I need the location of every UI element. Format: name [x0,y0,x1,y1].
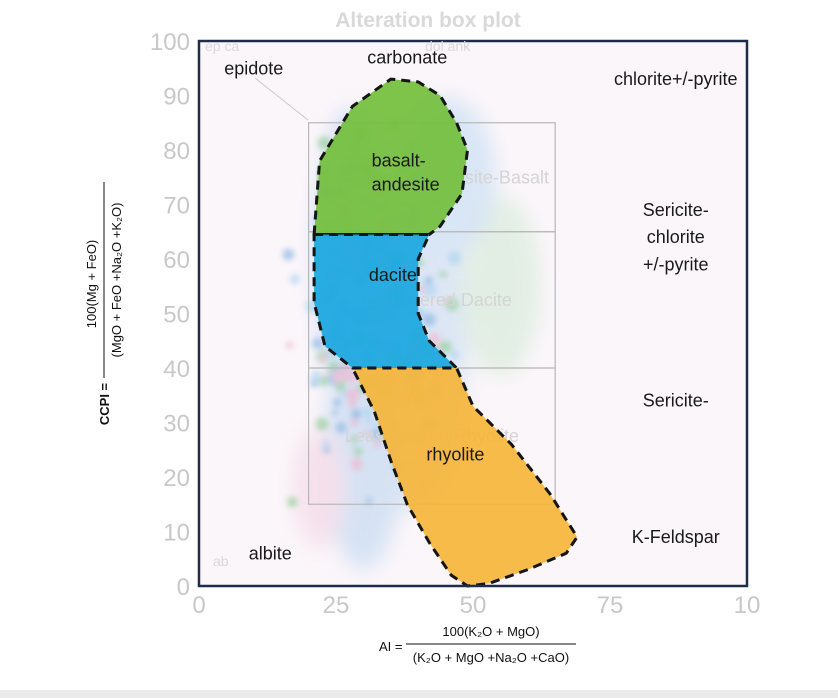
point-cloud-dot [439,270,447,278]
point-cloud-dot [323,446,331,454]
region-label-basalt-andesite: andesite [372,174,440,194]
point-cloud-dot [363,429,370,437]
corner-label-top-left: ep ca [205,38,239,54]
x-tick-label: 25 [323,592,350,619]
point-cloud-dot [445,298,459,311]
chart-title: Alteration box plot [335,9,521,32]
point-cloud-dot [350,458,363,471]
point-cloud-dot [350,417,359,427]
region-label-dacite: dacite [369,265,417,285]
y-tick-label: 40 [163,356,190,383]
y-tick-label: 60 [163,247,190,274]
point-cloud-dot [450,350,460,360]
y-tick-label: 50 [163,302,190,329]
region-dacite [312,233,459,370]
point-cloud-blob [294,427,345,548]
point-cloud-dot [422,313,436,327]
y-tick-label: 80 [163,138,190,165]
point-cloud-dot [312,337,324,349]
epidote-leader-line [254,77,309,121]
x-axis-denominator: (K₂O + MgO +Na₂O +CaO) [413,650,569,665]
point-cloud-dot [319,354,328,363]
y-tick-label: 100 [150,29,190,56]
point-cloud-dot [282,248,295,261]
point-cloud-blob [460,196,541,377]
field-label: chlorite [647,227,705,247]
point-cloud-dot [289,274,301,285]
point-cloud-dot [319,376,330,387]
region-basalt-andesite [312,77,469,236]
point-cloud-dot [350,435,359,444]
point-cloud-dot [365,416,373,425]
region-label-rhyolite: rhyolite [426,445,484,465]
y-tick-label: 30 [163,411,190,438]
field-labels: epidotecarbonatechlorite+/-pyriteSericit… [224,47,737,563]
composition-regions: basalt-andesite dacite rhyolite [312,77,579,588]
axis-ticks: 0 10 20 30 40 50 60 70 80 90 100 0 25 50 75 10 [150,29,760,619]
point-cloud-dot [438,340,452,354]
field-label: albite [249,543,292,563]
point-cloud-dot [347,399,357,409]
y-tick-label: 70 [163,193,190,220]
field-label: Sericite- [643,200,709,220]
x-axis-numerator: 100(K₂O + MgO) [442,624,539,639]
field-label: Sericite- [643,391,709,411]
field-label: +/-pyrite [643,254,709,274]
point-cloud-dot [333,398,342,407]
point-cloud-dot [350,408,362,420]
x-axis-formula: AI = 100(K₂O + MgO) (K₂O + MgO +Na₂O +Ca… [379,624,576,665]
point-cloud-dot [447,251,462,265]
point-cloud-dot [310,370,322,382]
point-cloud-dot [373,439,382,448]
point-cloud-dot [286,496,298,508]
plot-frame [197,39,749,588]
bottom-bar [0,690,838,698]
region-label-basalt-andesite: basalt- [372,150,426,170]
point-cloud-dot [315,417,329,431]
region-rhyolite [350,366,579,588]
point-cloud-dot [424,276,433,285]
y-axis-lhs: CCPI = [97,382,112,425]
field-label: epidote [224,58,283,78]
y-axis-numerator: 100(Mg + FeO) [84,240,99,329]
point-cloud-dot [285,341,294,349]
x-tick-label: 50 [460,592,487,619]
field-label: K-Feldspar [632,527,720,547]
field-label: carbonate [367,47,447,67]
x-tick-label: 10 [734,592,761,619]
point-cloud-dot [423,283,437,297]
corner-label-top-center: dol ank [425,38,471,54]
y-tick-label: 0 [177,574,190,601]
point-cloud-dot [362,406,374,417]
point-cloud-dot [331,409,338,416]
point-cloud-dot [428,332,441,344]
field-label: chlorite+/-pyrite [614,69,738,89]
point-cloud-dot [332,370,346,383]
y-axis-formula: CCPI = 100(Mg + FeO) (MgO + FeO +Na₂O +K… [84,182,124,425]
point-cloud-dot [353,447,363,456]
y-tick-label: 10 [163,520,190,547]
point-cloud-dot [346,387,360,402]
x-tick-label: 0 [192,592,205,619]
point-cloud-dot [335,422,347,434]
y-tick-label: 20 [163,465,190,492]
x-tick-label: 75 [597,592,624,619]
point-cloud-dot [365,497,373,504]
point-cloud-dot [322,440,330,448]
x-axis-lhs: AI = [379,639,403,654]
corner-label-bottom-left: ab [213,553,229,569]
y-tick-label: 90 [163,84,190,111]
y-axis-denominator: (MgO + FeO +Na₂O +K₂O) [109,203,124,358]
